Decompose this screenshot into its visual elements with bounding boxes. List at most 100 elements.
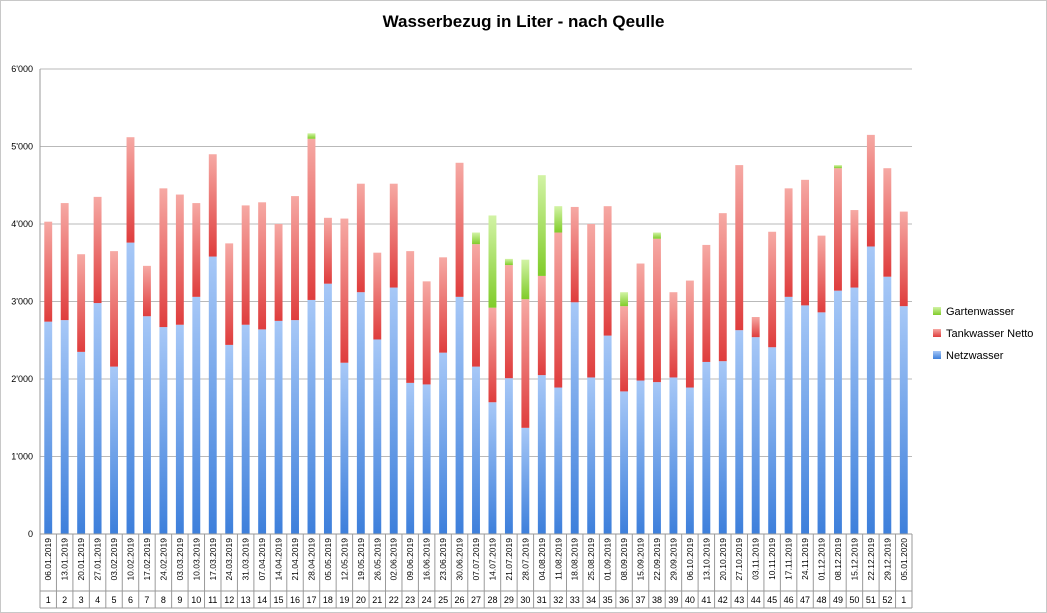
bar-tankwasser-netto xyxy=(883,168,892,277)
bar-tankwasser-netto xyxy=(866,134,875,247)
x-week-label: 10 xyxy=(191,595,201,605)
bar-netzwasser xyxy=(225,344,234,534)
bar-netzwasser xyxy=(110,366,118,534)
x-tick-label: 11.08.2019 xyxy=(553,538,563,580)
x-week-label: 13 xyxy=(241,595,251,605)
x-week-label: 38 xyxy=(652,595,662,605)
bar-tankwasser-netto xyxy=(77,254,86,352)
bar-netzwasser xyxy=(554,387,563,534)
x-tick-label: 05.05.2019 xyxy=(323,538,333,581)
bar-netzwasser xyxy=(422,384,431,534)
x-week-label: 45 xyxy=(767,595,777,605)
bar-tankwasser-netto xyxy=(521,299,530,428)
bar-netzwasser xyxy=(93,303,102,534)
x-tick-label: 13.01.2019 xyxy=(60,538,70,581)
bar-netzwasser xyxy=(653,382,661,534)
x-tick-label: 03.03.2019 xyxy=(175,538,185,581)
x-tick-label: 14.07.2019 xyxy=(487,538,497,581)
x-tick-label: 20.01.2019 xyxy=(76,538,86,581)
x-tick-label: 05.01.2020 xyxy=(899,538,909,581)
x-week-label: 37 xyxy=(636,595,646,605)
x-week-label: 43 xyxy=(734,595,744,605)
y-tick-label: 6'000 xyxy=(11,64,33,74)
bar-netzwasser xyxy=(455,296,464,534)
legend: Gartenwasser Tankwasser Netto Netzwasser xyxy=(933,306,1033,362)
x-week-label: 7 xyxy=(144,595,149,605)
x-tick-label: 03.02.2019 xyxy=(109,538,119,581)
x-tick-label: 10.02.2019 xyxy=(125,538,135,581)
bar-tankwasser-netto xyxy=(899,211,908,307)
bar-gartenwasser xyxy=(504,258,513,266)
x-tick-label: 10.11.2019 xyxy=(767,538,777,580)
bar-netzwasser xyxy=(356,292,365,534)
x-week-label: 50 xyxy=(849,595,859,605)
bar-netzwasser xyxy=(866,246,875,534)
x-week-label: 11 xyxy=(208,595,217,605)
bar-tankwasser-netto xyxy=(751,317,760,338)
x-week-label: 5 xyxy=(112,595,117,605)
x-week-label: 23 xyxy=(405,595,415,605)
bar-tankwasser-netto xyxy=(850,210,859,288)
bar-tankwasser-netto xyxy=(735,165,744,331)
bar-tankwasser-netto xyxy=(439,257,448,353)
x-week-label: 25 xyxy=(438,595,448,605)
bar-netzwasser xyxy=(735,330,744,534)
x-tick-label: 12.05.2019 xyxy=(339,538,349,581)
bar-tankwasser-netto xyxy=(93,196,102,304)
x-week-label: 32 xyxy=(553,595,563,605)
x-tick-label: 10.03.2019 xyxy=(191,538,201,581)
x-week-label: 42 xyxy=(718,595,728,605)
bar-netzwasser xyxy=(784,296,793,534)
bar-gartenwasser xyxy=(834,165,842,169)
x-week-label: 52 xyxy=(882,595,892,605)
x-tick-label: 03.11.2019 xyxy=(751,538,761,580)
bar-netzwasser xyxy=(899,306,908,534)
x-tick-label: 20.10.2019 xyxy=(718,538,728,581)
bar-netzwasser xyxy=(702,361,711,534)
x-week-label: 1 xyxy=(46,595,51,605)
x-week-label: 17 xyxy=(306,595,316,605)
bar-gartenwasser xyxy=(537,175,546,276)
bar-tankwasser-netto xyxy=(554,232,563,388)
bar-tankwasser-netto xyxy=(159,188,168,328)
bar-tankwasser-netto xyxy=(291,196,299,321)
x-week-label: 15 xyxy=(274,595,284,605)
x-week-label: 20 xyxy=(356,595,366,605)
bar-tankwasser-netto xyxy=(620,306,629,392)
x-tick-label: 28.04.2019 xyxy=(306,538,316,581)
bar-netzwasser xyxy=(472,366,480,534)
x-tick-label: 23.06.2019 xyxy=(438,538,448,581)
bar-netzwasser xyxy=(768,347,777,534)
x-tick-label: 24.11.2019 xyxy=(800,538,810,580)
bar-netzwasser xyxy=(258,329,267,534)
x-tick-label: 08.12.2019 xyxy=(833,538,843,581)
bar-netzwasser xyxy=(636,380,645,534)
bar-tankwasser-netto xyxy=(241,205,250,325)
x-tick-label: 09.06.2019 xyxy=(405,538,415,581)
x-tick-label: 17.03.2019 xyxy=(208,538,218,581)
x-tick-label: 14.04.2019 xyxy=(274,538,284,581)
x-tick-label: 31.03.2019 xyxy=(241,538,251,581)
x-tick-label: 22.09.2019 xyxy=(652,538,662,581)
bar-netzwasser xyxy=(850,287,859,534)
x-tick-label: 04.08.2019 xyxy=(537,538,547,581)
x-tick-label: 06.10.2019 xyxy=(685,538,695,581)
x-week-label: 2 xyxy=(62,595,67,605)
x-week-label: 35 xyxy=(603,595,613,605)
bar-tankwasser-netto xyxy=(653,238,661,383)
y-tick-label: 1'000 xyxy=(11,452,33,462)
y-tick-label: 0 xyxy=(28,529,33,539)
x-tick-label: 21.04.2019 xyxy=(290,538,300,581)
x-week-label: 31 xyxy=(537,595,547,605)
legend-label: Netzwasser xyxy=(946,350,1004,362)
x-tick-label: 15.12.2019 xyxy=(849,538,859,581)
bar-tankwasser-netto xyxy=(636,263,645,381)
x-tick-label: 18.08.2019 xyxy=(570,538,580,581)
x-week-label: 22 xyxy=(389,595,399,605)
bar-gartenwasser xyxy=(521,259,530,300)
bar-netzwasser xyxy=(291,320,299,534)
bar-netzwasser xyxy=(406,382,415,534)
x-week-label: 4 xyxy=(95,595,100,605)
bar-tankwasser-netto xyxy=(340,218,349,363)
